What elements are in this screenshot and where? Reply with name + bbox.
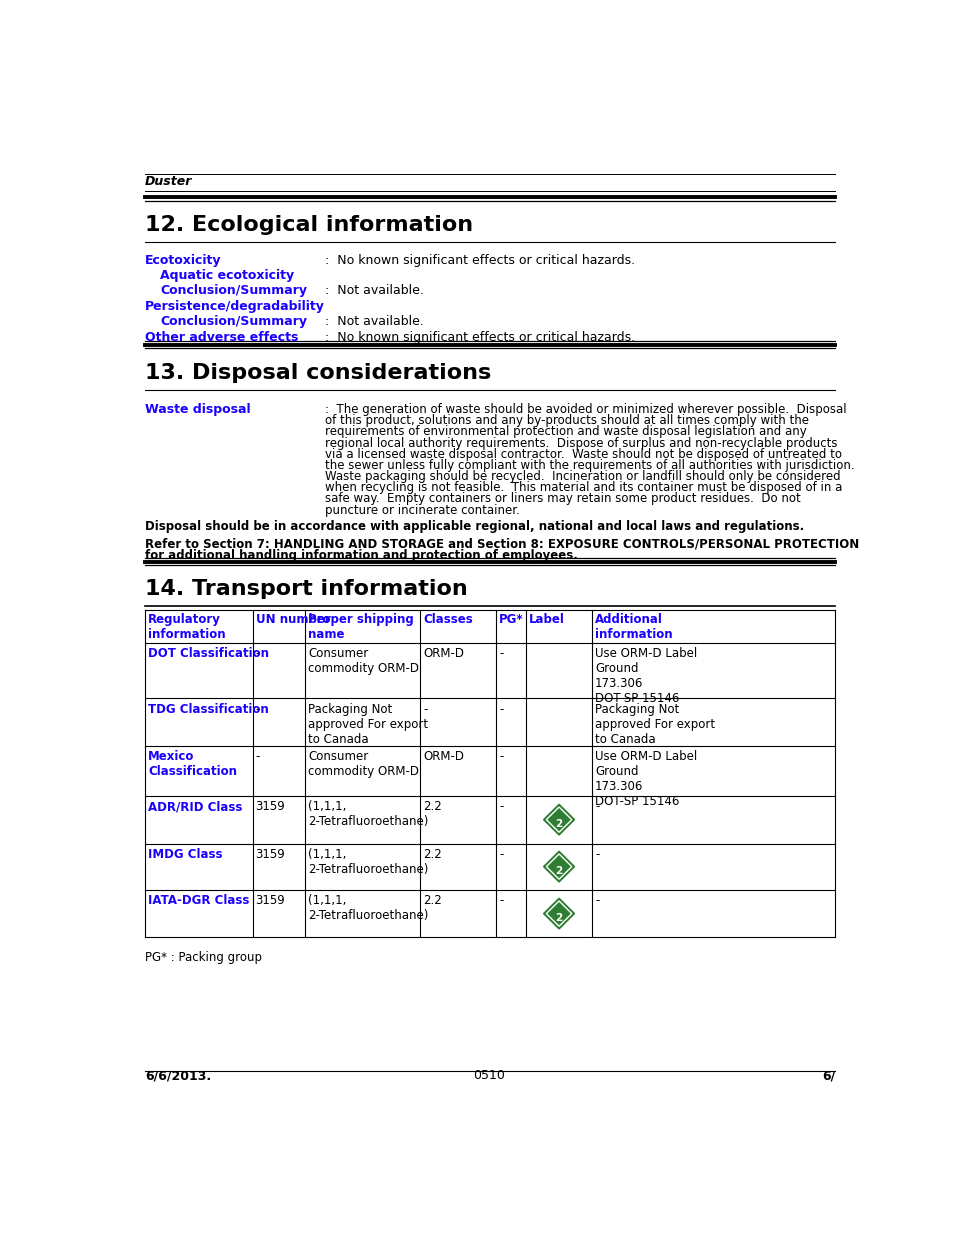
Text: 2.2: 2.2 (422, 800, 441, 814)
Text: -: - (422, 703, 427, 715)
Text: 3159: 3159 (255, 894, 285, 908)
Text: 2: 2 (555, 866, 562, 876)
Text: IMDG Class: IMDG Class (148, 848, 222, 861)
Text: Proper shipping
name: Proper shipping name (308, 614, 414, 641)
Text: via a licensed waste disposal contractor.  Waste should not be disposed of untre: via a licensed waste disposal contractor… (324, 448, 841, 461)
Polygon shape (543, 898, 574, 929)
Text: IATA-DGR Class: IATA-DGR Class (148, 894, 249, 908)
Text: safe way.  Empty containers or liners may retain some product residues.  Do not: safe way. Empty containers or liners may… (324, 493, 800, 505)
Text: regional local authority requirements.  Dispose of surplus and non-recyclable pr: regional local authority requirements. D… (324, 436, 836, 450)
Text: Packaging Not
approved For export
to Canada: Packaging Not approved For export to Can… (595, 703, 715, 746)
Text: Packaging Not
approved For export
to Canada: Packaging Not approved For export to Can… (308, 703, 428, 746)
Polygon shape (543, 804, 574, 835)
Text: (1,1,1,
2-Tetrafluoroethane): (1,1,1, 2-Tetrafluoroethane) (308, 800, 428, 829)
Text: Consumer
commodity ORM-D: Consumer commodity ORM-D (308, 751, 419, 778)
Text: Label: Label (529, 614, 564, 626)
Text: -: - (595, 848, 598, 861)
Text: -: - (498, 800, 503, 814)
Text: 2: 2 (555, 819, 562, 829)
Text: Additional
information: Additional information (595, 614, 672, 641)
Text: 2.2: 2.2 (422, 894, 441, 908)
Text: Mexico
Classification: Mexico Classification (148, 751, 236, 778)
Text: Waste disposal: Waste disposal (145, 403, 251, 416)
Text: 12. Ecological information: 12. Ecological information (145, 215, 473, 235)
Text: 2.2: 2.2 (422, 848, 441, 861)
Text: :  No known significant effects or critical hazards.: : No known significant effects or critic… (324, 253, 634, 267)
Text: Other adverse effects: Other adverse effects (145, 331, 298, 343)
Text: (1,1,1,
2-Tetrafluoroethane): (1,1,1, 2-Tetrafluoroethane) (308, 894, 428, 923)
Text: for additional handling information and protection of employees.: for additional handling information and … (145, 548, 578, 562)
Text: -: - (255, 703, 260, 715)
Text: Use ORM-D Label
Ground
173.306
DOT-SP 15146: Use ORM-D Label Ground 173.306 DOT-SP 15… (595, 751, 697, 809)
Text: requirements of environmental protection and waste disposal legislation and any: requirements of environmental protection… (324, 425, 805, 438)
Text: -: - (595, 894, 598, 908)
Text: -: - (498, 647, 503, 661)
Text: -: - (498, 751, 503, 763)
Text: 2: 2 (555, 913, 562, 924)
Text: 6/: 6/ (821, 1070, 835, 1082)
Text: ORM-D: ORM-D (422, 647, 463, 661)
Text: -: - (255, 647, 260, 661)
Text: Regulatory
information: Regulatory information (148, 614, 225, 641)
Text: Disposal should be in accordance with applicable regional, national and local la: Disposal should be in accordance with ap… (145, 520, 803, 534)
Text: Classes: Classes (422, 614, 473, 626)
Text: -: - (498, 703, 503, 715)
Text: Consumer
commodity ORM-D: Consumer commodity ORM-D (308, 647, 419, 676)
Text: 0510: 0510 (473, 1070, 504, 1082)
Text: PG* : Packing group: PG* : Packing group (145, 951, 261, 965)
Text: -: - (595, 800, 598, 814)
Text: :  No known significant effects or critical hazards.: : No known significant effects or critic… (324, 331, 634, 343)
Text: UN number: UN number (255, 614, 330, 626)
Text: Conclusion/Summary: Conclusion/Summary (160, 315, 307, 329)
Text: Refer to Section 7: HANDLING AND STORAGE and Section 8: EXPOSURE CONTROLS/PERSON: Refer to Section 7: HANDLING AND STORAGE… (145, 537, 858, 550)
Text: of this product, solutions and any by-products should at all times comply with t: of this product, solutions and any by-pr… (324, 414, 808, 427)
Text: puncture or incinerate container.: puncture or incinerate container. (324, 504, 519, 516)
Text: :  Not available.: : Not available. (324, 284, 423, 298)
Text: Duster: Duster (145, 175, 192, 188)
Text: 13. Disposal considerations: 13. Disposal considerations (145, 363, 491, 383)
Text: PG*: PG* (498, 614, 523, 626)
Text: Persistence/degradability: Persistence/degradability (145, 300, 324, 312)
Text: (1,1,1,
2-Tetrafluoroethane): (1,1,1, 2-Tetrafluoroethane) (308, 848, 428, 876)
Text: -: - (498, 894, 503, 908)
Text: DOT Classification: DOT Classification (148, 647, 269, 661)
Text: 3159: 3159 (255, 848, 285, 861)
Text: Ecotoxicity: Ecotoxicity (145, 253, 221, 267)
Text: when recycling is not feasible.  This material and its container must be dispose: when recycling is not feasible. This mat… (324, 482, 841, 494)
Text: 14. Transport information: 14. Transport information (145, 579, 467, 599)
Text: 6/6/2013.: 6/6/2013. (145, 1070, 211, 1082)
Polygon shape (543, 851, 574, 882)
Text: -: - (498, 848, 503, 861)
Text: :  Not available.: : Not available. (324, 315, 423, 329)
Text: Aquatic ecotoxicity: Aquatic ecotoxicity (160, 269, 294, 282)
Text: TDG Classification: TDG Classification (148, 703, 269, 715)
Text: ADR/RID Class: ADR/RID Class (148, 800, 242, 814)
Text: 3159: 3159 (255, 800, 285, 814)
Text: Waste packaging should be recycled.  Incineration or landfill should only be con: Waste packaging should be recycled. Inci… (324, 471, 840, 483)
Text: ORM-D: ORM-D (422, 751, 463, 763)
Text: :  The generation of waste should be avoided or minimized wherever possible.  Di: : The generation of waste should be avoi… (324, 403, 845, 416)
Text: Conclusion/Summary: Conclusion/Summary (160, 284, 307, 298)
Text: the sewer unless fully compliant with the requirements of all authorities with j: the sewer unless fully compliant with th… (324, 459, 853, 472)
Text: Use ORM-D Label
Ground
173.306
DOT-SP 15146: Use ORM-D Label Ground 173.306 DOT-SP 15… (595, 647, 697, 705)
Text: -: - (255, 751, 260, 763)
